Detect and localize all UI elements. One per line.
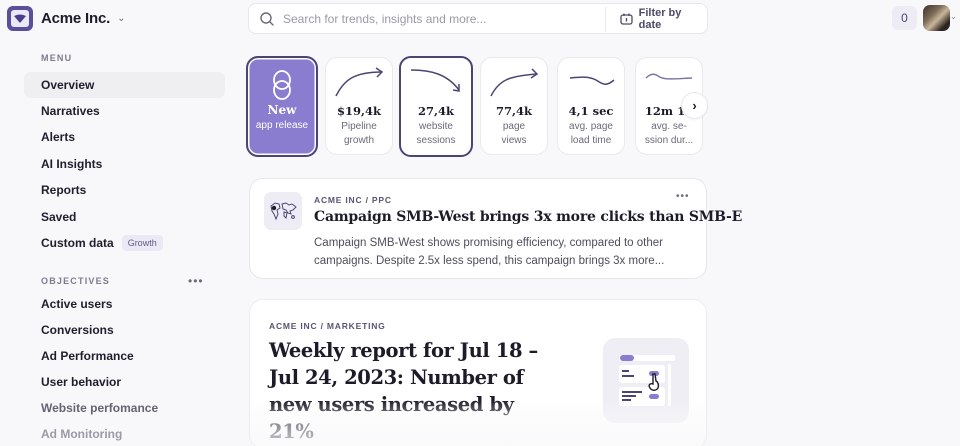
sidebar-item-saved[interactable]: Saved: [24, 204, 225, 230]
metric-label-line: sessions: [416, 135, 456, 146]
report-card[interactable]: ACME INC / MARKETING Weekly report for J…: [249, 299, 707, 446]
trend-up-sparkline-icon: [490, 68, 539, 97]
metric-value: 27,4k: [418, 104, 454, 118]
metric-value: 4,1 sec: [568, 104, 614, 118]
insight-title: Campaign SMB-West brings 3x more clicks …: [314, 209, 743, 225]
avatar[interactable]: [923, 5, 950, 31]
metric-card-pipeline-growth[interactable]: $19,4k Pipeline growth: [325, 57, 393, 155]
sidebar-item-label: Custom data: [41, 236, 114, 250]
sidebar-item-label: Website perfomance: [41, 401, 159, 415]
search-icon: [260, 11, 274, 26]
metric-label: avg. page load time: [558, 120, 624, 148]
objectives-more-button[interactable]: •••: [188, 274, 204, 288]
insight-breadcrumb: ACME INC / PPC: [314, 195, 392, 205]
sidebar: Acme Inc. ⌄ MENU Overview Narratives Ale…: [0, 0, 240, 446]
metric-label-line: load time: [570, 135, 612, 146]
notification-count: 0: [901, 11, 908, 25]
metric-label: avg. se-ssion dur...: [636, 120, 702, 148]
metric-label-line: avg. page: [569, 121, 613, 132]
wave-sparkline-icon: [645, 73, 693, 80]
workspace-switcher[interactable]: Acme Inc. ⌄: [7, 6, 125, 31]
sidebar-item-label: Ad Monitoring: [41, 427, 123, 441]
metric-label-line: ssion dur...: [644, 135, 694, 146]
dashboard-click-illustration-icon: [603, 338, 689, 423]
metric-label-line: growth: [343, 135, 374, 146]
sidebar-item-overview[interactable]: Overview: [24, 72, 225, 98]
sidebar-item-alerts[interactable]: Alerts: [24, 124, 225, 150]
report-title: Weekly report for Jul 18 – Jul 24, 2023:…: [269, 339, 538, 443]
search-input[interactable]: [282, 11, 601, 26]
sidebar-item-label: Conversions: [41, 323, 114, 337]
metric-card-avg-session-duration[interactable]: 12m 11 avg. se-ssion dur...: [635, 57, 703, 155]
metric-label: website sessions: [401, 120, 471, 148]
sidebar-item-website-performance[interactable]: Website perfomance: [24, 395, 225, 421]
sidebar-item-label: Saved: [41, 210, 77, 224]
metric-card-website-sessions[interactable]: 27,4k website sessions: [399, 56, 473, 157]
trend-up-sparkline-icon: [335, 67, 384, 97]
growth-badge: Growth: [121, 235, 163, 251]
notifications-button[interactable]: 0: [892, 6, 917, 30]
workspace-name: Acme Inc.: [41, 10, 111, 27]
metric-label: app release: [248, 119, 316, 133]
metric-value: $19,4k: [337, 104, 381, 118]
carousel-next-button[interactable]: ›: [681, 92, 708, 119]
metric-label-line: avg. se-: [651, 121, 687, 132]
metric-label: page views: [481, 120, 547, 148]
calendar-icon: [619, 13, 633, 25]
chevron-down-icon: ⌄: [117, 13, 126, 24]
sidebar-item-custom-data[interactable]: Custom data Growth: [24, 230, 225, 256]
sidebar-item-ad-monitoring[interactable]: Ad Monitoring: [24, 421, 225, 446]
sidebar-item-label: User behavior: [41, 375, 122, 389]
metric-label-line: views: [501, 135, 527, 146]
insight-more-button[interactable]: •••: [676, 191, 690, 202]
menu-section-label: MENU: [41, 53, 73, 63]
sidebar-item-label: Ad Performance: [41, 349, 134, 363]
sidebar-item-reports[interactable]: Reports: [24, 177, 225, 203]
sidebar-item-label: Active users: [41, 297, 113, 311]
search-bar: Filter by date: [248, 3, 708, 34]
search-divider: [604, 6, 606, 31]
sidebar-item-ad-performance[interactable]: Ad Performance: [24, 343, 225, 369]
sidebar-item-label: Reports: [41, 183, 87, 197]
insight-body: Campaign SMB-West shows promising effici…: [314, 237, 665, 267]
sidebar-item-label: Alerts: [41, 130, 76, 144]
objectives-section-label: OBJECTIVES: [41, 276, 111, 286]
sidebar-item-label: AI Insights: [41, 157, 103, 171]
sidebar-item-label: Narratives: [41, 104, 100, 118]
filter-label: Filter by date: [638, 6, 682, 31]
chevron-down-icon[interactable]: ⌄: [950, 12, 957, 21]
metric-value: 77,4k: [496, 104, 532, 118]
sidebar-item-user-behavior[interactable]: User behavior: [24, 369, 225, 395]
metric-label-line: Pipeline: [341, 121, 377, 132]
metric-card-new-release[interactable]: New app release: [246, 56, 318, 157]
sidebar-item-conversions[interactable]: Conversions: [24, 317, 225, 343]
sidebar-item-label: Overview: [41, 78, 95, 92]
wave-sparkline-icon: [569, 76, 615, 85]
sidebar-item-active-users[interactable]: Active users: [24, 291, 225, 317]
trend-down-sparkline-icon: [410, 69, 460, 92]
report-breadcrumb: ACME INC / MARKETING: [269, 321, 386, 331]
metric-label-line: website: [419, 121, 453, 132]
rings-icon: [273, 70, 291, 100]
metric-card-page-views[interactable]: 77,4k page views: [480, 57, 548, 155]
sidebar-item-ai-insights[interactable]: AI Insights: [24, 151, 225, 177]
metric-label: Pipeline growth: [326, 120, 392, 148]
brand-logo-icon: [7, 6, 33, 31]
metric-value: New: [267, 103, 297, 117]
metric-card-avg-page-load[interactable]: 4,1 sec avg. page load time: [557, 57, 625, 155]
filter-by-date-button[interactable]: Filter by date: [619, 6, 707, 31]
metric-label-line: page: [502, 121, 526, 132]
metrics-carousel: New app release $19,4k Pipeline growth 27…: [246, 56, 716, 158]
sidebar-item-narratives[interactable]: Narratives: [24, 98, 225, 124]
insight-card[interactable]: ACME INC / PPC ••• Campaign SMB-West bri…: [249, 178, 742, 279]
world-map-icon: [264, 192, 302, 230]
metric-label-line: app release: [255, 120, 309, 131]
